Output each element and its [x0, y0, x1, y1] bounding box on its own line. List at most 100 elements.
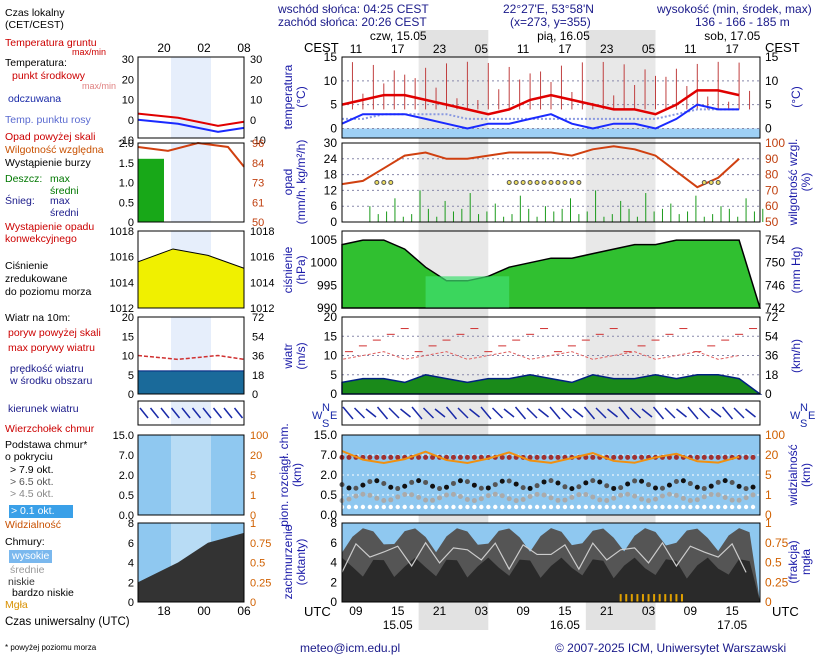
cloud-base-dot	[590, 504, 595, 510]
cloud-base-dot	[611, 495, 617, 501]
compass-letter: S	[322, 418, 329, 430]
cloud-base-dot	[388, 504, 393, 510]
tick-label: 30	[324, 136, 338, 150]
pressure-low-area	[425, 276, 510, 308]
tick-label: 50	[252, 217, 264, 229]
cest-label-left: CEST	[304, 40, 339, 55]
tick-label: 0	[765, 508, 772, 522]
cest-tick: 11	[517, 42, 530, 56]
cloud-base-dot	[451, 504, 456, 510]
cloud-base-dot	[632, 504, 637, 510]
cloud-base-dot	[486, 504, 491, 510]
temp-axis-title: temperatura (°C)	[281, 64, 308, 129]
compass-letter: N	[322, 402, 330, 414]
cloud-base-dot	[639, 504, 644, 510]
cloud-base-dot	[492, 491, 498, 497]
cloud-top-dot	[708, 454, 714, 460]
tick-label: 5	[765, 468, 772, 482]
mini-wind-arrow	[160, 407, 170, 419]
mini-felt-line	[137, 118, 245, 133]
cloud-base-dot	[423, 497, 429, 503]
temp-line	[341, 89, 740, 116]
tick-label: 12	[324, 183, 338, 197]
cest-tick: 05	[642, 42, 656, 56]
pressure-axis-title-line: ciśnienie	[281, 246, 295, 293]
cloud-base-dot	[437, 486, 443, 492]
mini-panel-border	[137, 400, 245, 426]
tick-label: 20	[122, 312, 134, 324]
storm-marker	[555, 180, 561, 185]
cloud-top-dot	[673, 454, 679, 460]
tick-label: 10	[324, 74, 338, 88]
cloud-base-dot	[625, 504, 630, 510]
tick-label: 5	[330, 368, 337, 382]
cloud-base-dot	[555, 480, 561, 486]
day-label: czw, 15.05	[370, 29, 427, 43]
cloud-base-dot	[569, 486, 575, 492]
cloud-base-dot	[750, 484, 756, 490]
tick-label: 754	[765, 233, 785, 247]
tick-label: 0	[250, 510, 256, 522]
humidity-axis-title-line: (%)	[799, 173, 813, 192]
wind-axis-title-line: (m/s)	[294, 342, 308, 369]
sunset-text: zachód słońca: 20:26 CEST	[278, 15, 427, 29]
cloud-base-dot	[694, 497, 700, 503]
cloud-base-dot	[716, 504, 721, 510]
utc-date: 15.05	[383, 618, 413, 632]
wind-arrow	[480, 406, 492, 420]
low-clouds-label: niskie	[8, 576, 35, 588]
cloud-base-dot	[437, 504, 442, 510]
utc-tick: 09	[349, 604, 363, 618]
precip-over-label: Opad powyżej skali	[5, 131, 96, 143]
rain-max-label: max	[50, 173, 70, 185]
cloud-base-dot	[625, 491, 631, 497]
mini-panel-border	[137, 230, 245, 309]
tick-label: 36	[252, 351, 264, 363]
cloud-top-dot	[374, 454, 380, 460]
cloud-top-dot	[694, 454, 700, 460]
panel-border	[341, 434, 761, 516]
wind-arrow	[445, 406, 458, 420]
cloud-top-dot	[750, 454, 756, 460]
cloud-base-dot	[576, 484, 582, 490]
cloud-base-dot	[653, 504, 658, 510]
utc-tick: 21	[600, 604, 614, 618]
cloud-base-dot	[527, 485, 533, 491]
okt-2-label: > 6.5 okt.	[10, 476, 54, 488]
contact-email[interactable]: meteo@icm.edu.pl	[300, 641, 401, 655]
cloud-base-dot	[555, 504, 561, 510]
cloud-base-dot	[618, 504, 623, 510]
visibility-axis-title-line: widzialność	[786, 444, 800, 506]
wind-arrow	[618, 406, 630, 420]
rain-label: Deszcz:	[5, 173, 43, 185]
cloud-base-dot	[409, 479, 415, 485]
cloud-base-dot	[346, 496, 352, 502]
cloud-base-dot	[750, 492, 756, 498]
cloud-base-dot	[583, 504, 589, 510]
cloud-base-dot	[430, 504, 435, 510]
cloud-base-dot	[715, 492, 721, 498]
cest-tick: 23	[433, 42, 447, 56]
cloud-base-dot	[409, 504, 414, 510]
cloud-base-dot	[471, 498, 477, 504]
local-time-label: Czas lokalny (CET/CEST)	[5, 7, 65, 31]
panel-border	[341, 142, 761, 223]
cloud-base-dot	[604, 504, 609, 510]
humidity-axis-title: wilgotność wzgl. (%)	[786, 139, 813, 227]
compass-letter: E	[330, 410, 337, 422]
cloud-top-dot	[367, 454, 373, 460]
tick-label: 72	[765, 310, 779, 324]
cloud-top-dot	[722, 454, 728, 460]
cloud-top-dot	[541, 454, 547, 460]
fog-axis-title-line: (frakcja)	[786, 540, 800, 583]
tick-label: 15	[122, 331, 134, 343]
mini-panel-border	[137, 316, 245, 395]
tick-label: 1012	[110, 303, 134, 315]
snow-max-label: max	[50, 195, 70, 207]
cloud-base-dot	[604, 497, 610, 503]
tick-label: 7.0	[320, 448, 337, 462]
tick-label: 0.75	[250, 538, 271, 550]
wind-arrow	[388, 407, 400, 419]
cloud-top-dot	[715, 454, 721, 460]
cloudbase-axis-title-line: (km)	[290, 463, 304, 487]
